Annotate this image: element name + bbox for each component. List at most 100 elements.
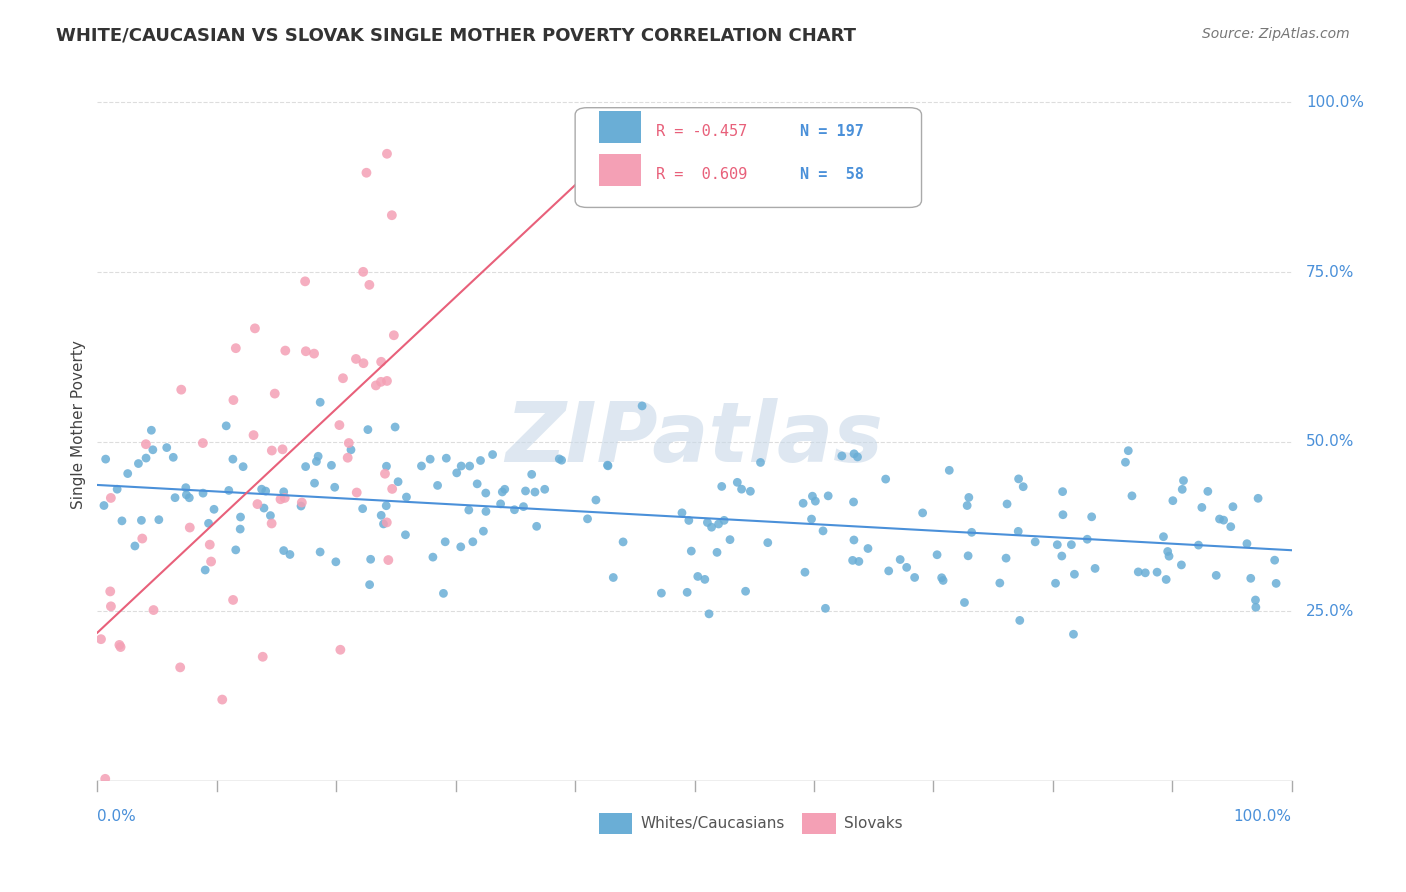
Point [352, 265, 374, 279]
Point [422, 550, 444, 565]
FancyBboxPatch shape [599, 112, 641, 144]
Point [842, 533, 865, 547]
Point [131, 513, 153, 527]
Point [461, 534, 484, 549]
Point [911, 506, 934, 520]
Point [336, 450, 359, 465]
Point [1114, 455, 1136, 469]
Point [309, 395, 332, 409]
Point [370, 375, 392, 389]
Point [142, 603, 165, 617]
Point [800, 512, 823, 526]
Point [446, 466, 468, 480]
Point [1128, 565, 1150, 579]
Point [856, 541, 879, 556]
Point [305, 454, 328, 468]
Text: 50.0%: 50.0% [1306, 434, 1354, 450]
Point [197, 516, 219, 531]
Point [346, 485, 368, 500]
Point [1265, 576, 1288, 591]
Point [956, 499, 979, 513]
Point [602, 570, 624, 584]
Point [148, 513, 170, 527]
Point [489, 497, 512, 511]
Point [550, 453, 572, 467]
Point [512, 500, 534, 514]
Point [1157, 549, 1180, 564]
Point [792, 496, 814, 510]
Point [960, 525, 983, 540]
Point [90, 632, 112, 647]
Point [100, 491, 122, 505]
Point [875, 472, 897, 486]
Text: N = 197: N = 197 [800, 124, 863, 139]
Point [700, 520, 723, 534]
Text: 75.0%: 75.0% [1306, 265, 1354, 279]
Point [105, 482, 128, 496]
Point [111, 514, 134, 528]
Point [434, 451, 457, 466]
Text: Whites/Caucasians: Whites/Caucasians [641, 816, 785, 831]
Point [337, 436, 360, 450]
Point [232, 459, 254, 474]
Point [526, 519, 548, 533]
Point [174, 481, 197, 495]
Point [381, 482, 404, 496]
Point [375, 459, 398, 474]
Point [374, 467, 396, 481]
Point [889, 552, 911, 566]
Point [730, 482, 752, 496]
Point [1236, 537, 1258, 551]
Point [1244, 593, 1267, 607]
Point [957, 549, 980, 563]
Point [1244, 600, 1267, 615]
Point [925, 548, 948, 562]
Point [520, 467, 543, 482]
Point [191, 436, 214, 450]
Point [1135, 566, 1157, 580]
Point [395, 490, 418, 504]
Point [225, 341, 247, 355]
Point [811, 524, 834, 538]
Point [323, 480, 346, 494]
Point [165, 491, 187, 505]
Text: Slovaks: Slovaks [844, 816, 903, 831]
Point [1063, 627, 1085, 641]
Point [100, 599, 122, 614]
Point [1153, 530, 1175, 544]
Point [1008, 614, 1031, 628]
Point [814, 601, 837, 615]
Point [274, 343, 297, 358]
Text: 100.0%: 100.0% [1306, 95, 1364, 110]
Text: ZIPatlas: ZIPatlas [506, 399, 883, 480]
Point [515, 483, 537, 498]
Point [706, 545, 728, 559]
Point [304, 476, 326, 491]
Point [211, 692, 233, 706]
Point [218, 483, 240, 498]
Point [273, 484, 295, 499]
Point [387, 475, 409, 489]
Point [202, 502, 225, 516]
Point [291, 495, 314, 509]
Text: 100.0%: 100.0% [1234, 809, 1292, 824]
Text: 25.0%: 25.0% [1306, 604, 1354, 619]
Point [474, 486, 496, 500]
Point [356, 166, 378, 180]
Point [953, 595, 976, 609]
Point [222, 393, 245, 408]
Point [458, 458, 481, 473]
Point [1121, 489, 1143, 503]
Text: Source: ZipAtlas.com: Source: ZipAtlas.com [1202, 27, 1350, 41]
Point [242, 428, 264, 442]
Point [222, 593, 245, 607]
Point [932, 574, 955, 588]
Point [135, 451, 157, 466]
Point [740, 484, 762, 499]
Point [359, 277, 381, 292]
Text: N =  58: N = 58 [800, 167, 863, 182]
Point [1173, 474, 1195, 488]
Point [1060, 538, 1083, 552]
Point [1063, 567, 1085, 582]
Point [1146, 565, 1168, 579]
